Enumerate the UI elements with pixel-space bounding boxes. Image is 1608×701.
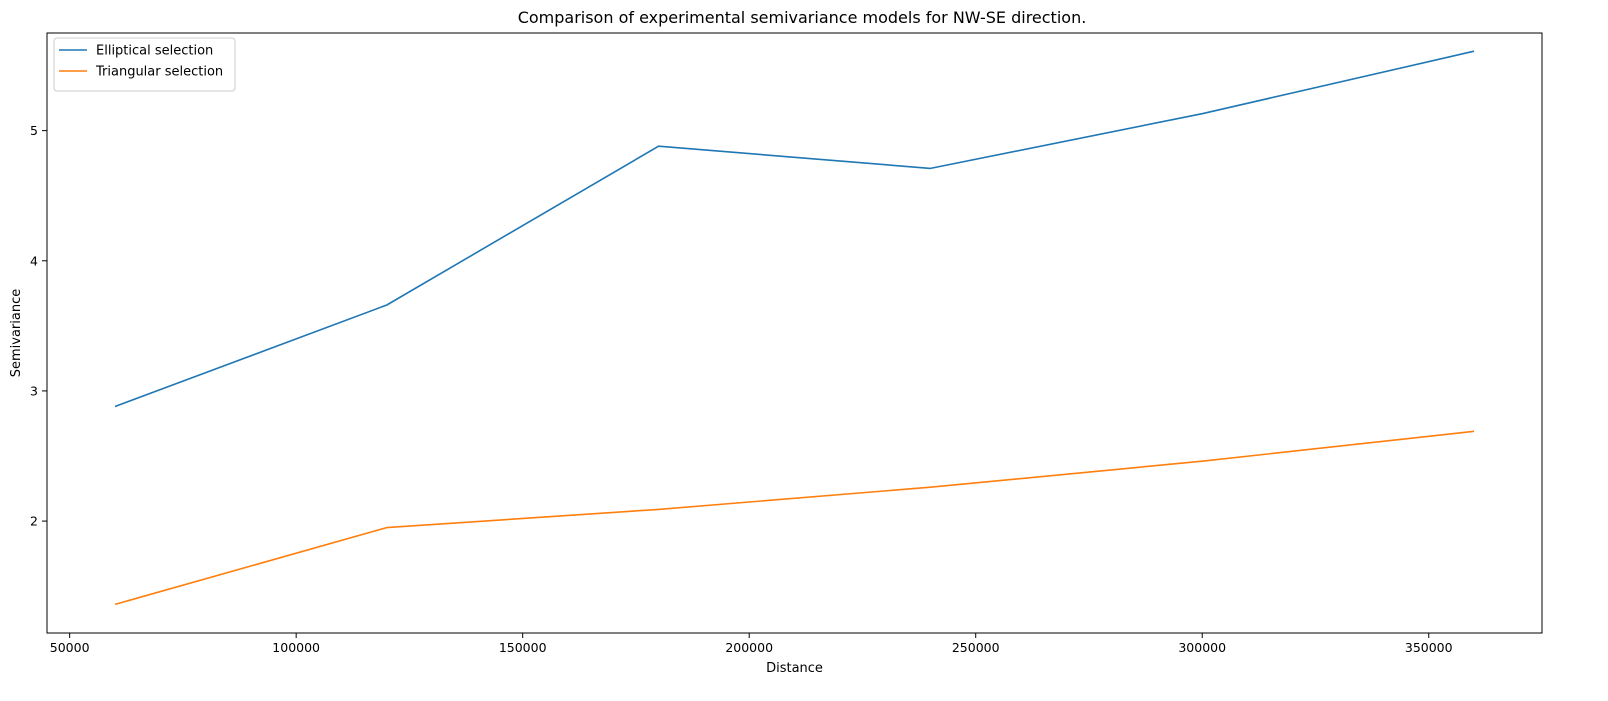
- legend: Elliptical selection Triangular selection: [53, 37, 236, 92]
- x-tick-label: 100000: [272, 640, 320, 655]
- x-tick-label: 50000: [50, 640, 90, 655]
- series-line-2: [114, 430, 1475, 606]
- x-axis-label: Distance: [766, 661, 823, 676]
- legend-label: Elliptical selection: [96, 44, 213, 59]
- x-axis: 50000 100000 150000 200000 250000 300000 35000…: [50, 633, 1453, 655]
- plot-frame: [46, 32, 1543, 634]
- legend-label: Triangular selection: [95, 65, 223, 80]
- y-axis-label: Semivariance: [9, 289, 24, 378]
- x-tick-label: 250000: [952, 640, 1000, 655]
- x-tick-label: 300000: [1178, 640, 1226, 655]
- x-tick-label: 350000: [1405, 640, 1453, 655]
- y-tick-label: 5: [30, 123, 38, 138]
- y-axis: 2 3 4 5: [30, 123, 47, 529]
- plot-area: [114, 50, 1475, 606]
- x-tick-label: 150000: [499, 640, 547, 655]
- series-line-1: [114, 50, 1475, 408]
- chart-title: Comparison of experimental semivariance …: [518, 8, 1087, 27]
- legend-box: [53, 37, 236, 92]
- x-tick-label: 200000: [725, 640, 773, 655]
- y-tick-label: 4: [30, 253, 38, 268]
- y-tick-label: 2: [30, 514, 38, 529]
- y-tick-label: 3: [30, 383, 38, 398]
